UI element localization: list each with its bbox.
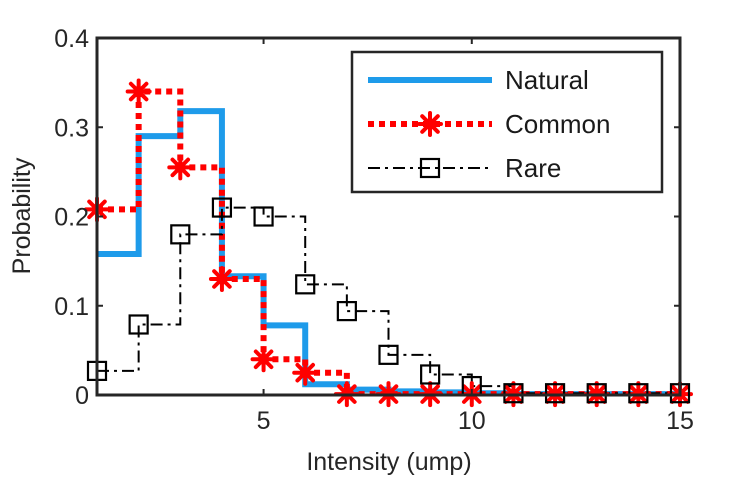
legend-label-rare: Rare <box>505 153 561 183</box>
legend-label-common: Common <box>505 109 610 139</box>
rare-point-7 <box>336 301 357 322</box>
y-axis-label: Probability <box>8 157 36 274</box>
legend-label-natural: Natural <box>505 65 589 95</box>
y-tick-label: 0.1 <box>54 293 89 321</box>
common-point-2 <box>125 78 152 105</box>
legend-marker-common <box>417 111 443 137</box>
rare-point-9 <box>420 364 441 385</box>
x-tick-label: 10 <box>458 407 486 435</box>
tick-layer: 5 10 15 0 0.1 0.2 0.3 0.4 <box>54 25 694 435</box>
legend-entry-common: Common <box>368 109 610 139</box>
rare-point-11 <box>503 383 524 404</box>
rare-point-12 <box>544 383 566 404</box>
x-axis-label: Intensity (ump) <box>306 448 471 476</box>
rare-point-14 <box>628 383 649 404</box>
common-point-5 <box>250 346 277 373</box>
legend-entry-rare: Rare <box>368 153 561 183</box>
common-point-3 <box>167 154 194 181</box>
y-tick-label: 0.4 <box>54 25 89 53</box>
rare-point-2 <box>128 314 149 335</box>
y-tick-label: 0.3 <box>54 114 89 142</box>
x-tick-label: 15 <box>666 407 694 435</box>
common-point-4 <box>208 265 235 292</box>
y-tick-label: 0.2 <box>54 204 89 232</box>
legend: Natural Common Rare <box>350 50 664 194</box>
common-point-6 <box>292 359 319 386</box>
legend-marker-rare <box>419 157 441 179</box>
rare-point-5 <box>253 206 274 227</box>
legend-entry-natural: Natural <box>368 65 589 95</box>
y-tick-label: 0 <box>75 382 89 410</box>
x-tick-label: 5 <box>257 407 271 435</box>
rare-point-3 <box>170 224 191 245</box>
rare-point-8 <box>378 344 399 365</box>
rare-point-6 <box>295 274 316 295</box>
rare-series-line <box>97 206 680 395</box>
rare-point-13 <box>586 383 607 404</box>
rare-point-4 <box>211 197 233 218</box>
